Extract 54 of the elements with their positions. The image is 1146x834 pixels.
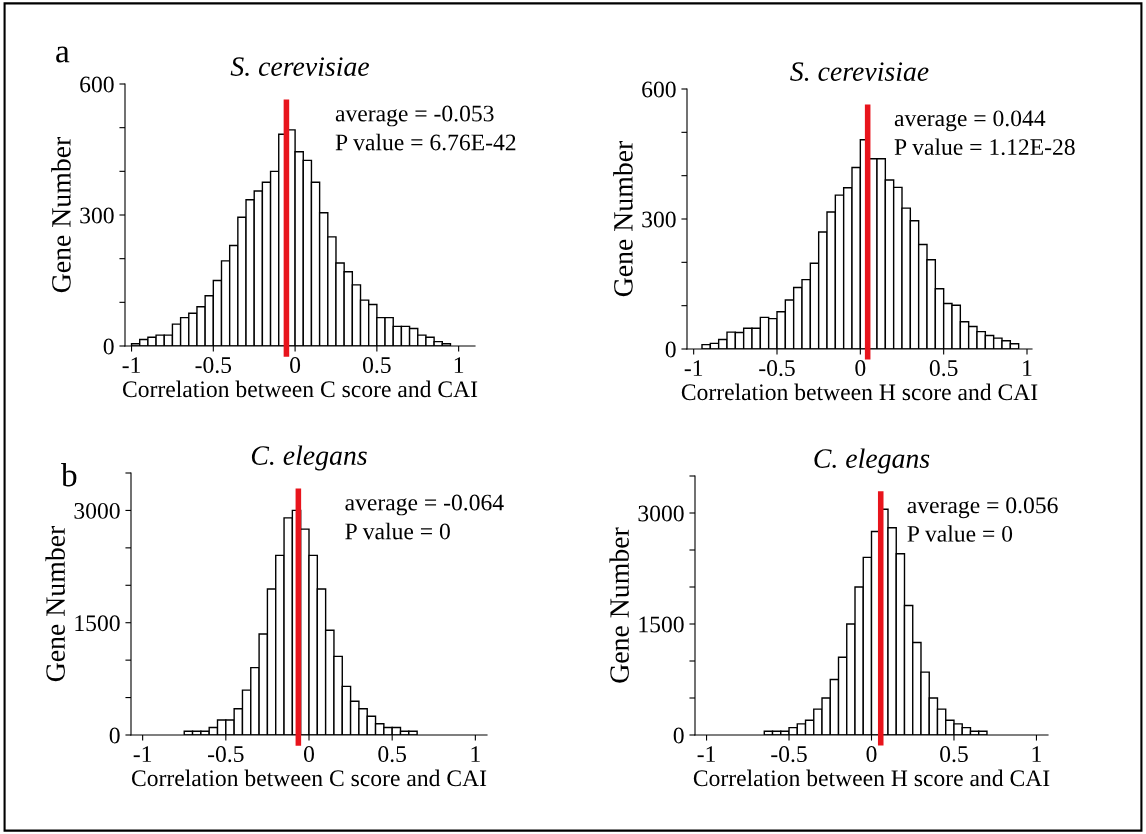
x-tick-label: 1 [471,746,480,762]
chart-title: C. elegans [814,448,930,474]
x-tick-label: 0 [304,746,314,763]
x-tick-label: -1 [122,357,140,373]
y-tick-label: 600 [80,76,114,93]
y-axis-title: Gene Number [51,136,71,293]
x-tick-label: 0 [855,360,866,377]
annotation: average = 0.044 [894,110,1046,132]
chart-title: C. elegans [251,445,367,471]
annotation: average = 0.056 [907,497,1058,519]
y-tick-label: 3000 [638,505,684,522]
x-axis-title: Correlation between C score and CAI [122,380,478,398]
annotation: P value = 0 [907,525,1013,542]
y-tick-label: 0 [109,727,120,744]
x-tick-label: 0.5 [363,357,391,374]
x-tick-label: 1 [454,357,464,373]
text: a [56,46,70,63]
x-tick-label: 0.5 [929,360,958,377]
y-tick-label: 300 [642,211,676,228]
y-tick-label: 0 [665,341,676,358]
y-tick-label: 1500 [639,616,684,633]
annotation: average = -0.053 [335,105,494,127]
annotation: P value = 1.12E-28 [894,138,1075,156]
chart-title: S. cerevisiae [230,57,370,77]
x-tick-label: -0.5 [759,360,795,377]
y-axis-title: Gene Number [613,140,633,297]
y-tick-label: 600 [642,81,676,98]
x-tick-label: -0.5 [771,746,807,763]
text: b [61,463,77,487]
x-tick-label: 0.5 [378,746,407,763]
x-tick-label: -1 [697,746,715,762]
x-tick-label: -1 [684,360,703,376]
y-tick-label: 300 [80,207,114,224]
y-tick-label: 0 [103,338,114,355]
x-tick-label: 0.5 [940,746,968,763]
x-tick-label: -1 [133,746,152,762]
x-tick-label: 0 [290,357,301,374]
chart-title: S. cerevisiae [790,62,929,82]
x-axis-title: Correlation between H score and CAI [693,769,1050,787]
y-tick-label: 1500 [75,615,120,632]
y-tick-label: 0 [673,727,684,744]
x-tick-label: 0 [866,746,877,763]
y-tick-label: 3000 [74,502,120,519]
annotation: P value = 6.76E-42 [335,133,516,151]
x-tick-label: -0.5 [195,357,232,374]
x-axis-title: Correlation between H score and CAI [681,383,1038,401]
annotation: P value = 0 [345,522,450,540]
x-tick-label: 1 [1032,746,1041,762]
x-tick-label: -0.5 [208,746,244,763]
x-axis-title: Correlation between C score and CAI [131,769,487,787]
x-tick-label: 1 [1023,360,1032,376]
y-axis-title: Gene Number [45,525,65,682]
y-axis-title: Gene Number [609,527,629,683]
annotation: average = -0.064 [345,494,504,516]
